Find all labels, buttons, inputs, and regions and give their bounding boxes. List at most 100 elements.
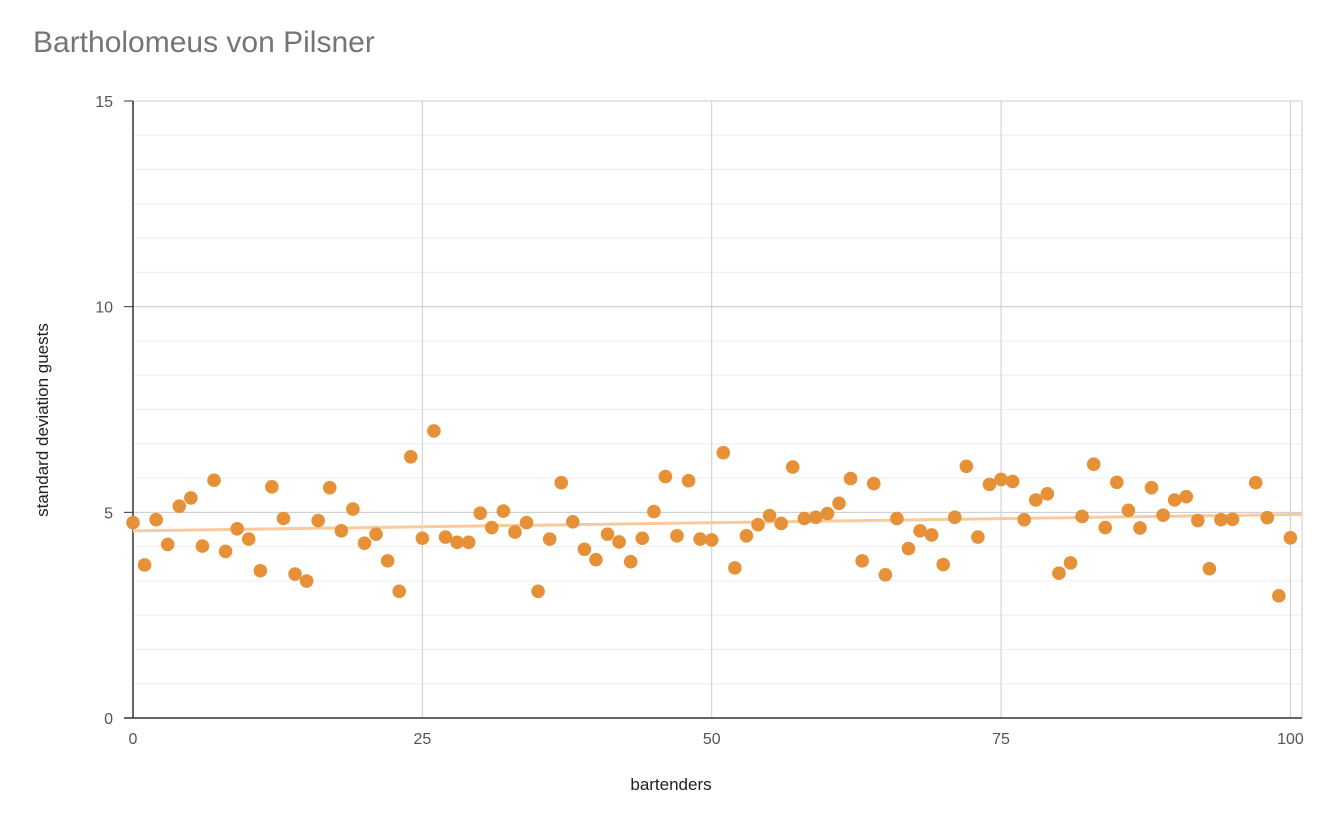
data-point: [1260, 510, 1275, 525]
data-point: [519, 515, 534, 530]
data-point: [728, 561, 742, 575]
data-point: [647, 504, 661, 519]
data-point: [1179, 489, 1194, 504]
y-tick-label: 15: [95, 94, 113, 111]
data-point: [403, 450, 418, 464]
x-tick-label: 75: [992, 731, 1010, 748]
x-tick-label: 50: [703, 731, 721, 748]
data-point: [704, 533, 719, 547]
data-point: [230, 521, 244, 536]
chart-title: Bartholomeus von Pilsner: [33, 26, 375, 59]
data-point: [913, 524, 927, 538]
data-point: [1121, 503, 1136, 518]
data-point: [1214, 512, 1228, 527]
data-point: [508, 525, 522, 539]
data-point: [322, 480, 337, 495]
data-point: [1248, 475, 1263, 490]
data-point: [739, 528, 754, 543]
data-point: [971, 530, 985, 544]
data-point: [1028, 493, 1043, 507]
data-point: [288, 567, 302, 581]
data-point: [612, 535, 626, 549]
trendline: [132, 512, 1303, 533]
data-point: [1133, 521, 1147, 535]
data-point: [473, 506, 488, 520]
data-point: [1272, 589, 1286, 603]
data-point: [1167, 493, 1182, 507]
data-point: [195, 539, 210, 553]
x-tick-label: 25: [413, 731, 431, 748]
data-point: [241, 532, 256, 546]
data-point: [149, 512, 163, 527]
data-point: [947, 510, 962, 525]
data-point: [658, 469, 673, 484]
data-point: [253, 563, 268, 578]
data-point: [820, 506, 835, 521]
data-point: [1110, 475, 1124, 490]
data-point: [1052, 566, 1066, 581]
data-point: [670, 528, 684, 543]
axes: [124, 100, 1302, 719]
y-tick-label: 5: [104, 505, 113, 522]
data-point: [890, 511, 904, 526]
data-point: [577, 542, 592, 557]
data-point: [878, 568, 893, 582]
data-point: [1202, 561, 1217, 576]
data-point: [1225, 512, 1240, 527]
data-point: [485, 520, 499, 535]
data-point: [542, 532, 557, 546]
grid-lines: [133, 100, 1303, 719]
data-point: [299, 574, 314, 588]
x-axis-title: bartenders: [630, 775, 712, 794]
data-point: [276, 511, 291, 526]
data-point: [554, 475, 569, 490]
data-points: [126, 424, 1298, 603]
data-point: [461, 535, 476, 550]
data-point: [693, 532, 707, 546]
data-point: [1086, 457, 1101, 472]
data-point: [566, 514, 580, 529]
data-point: [866, 476, 881, 491]
data-point: [184, 491, 198, 505]
data-point: [334, 524, 349, 538]
data-point: [901, 541, 916, 556]
data-point: [600, 527, 615, 541]
data-point: [450, 535, 464, 550]
data-point: [1144, 480, 1159, 495]
data-point: [346, 502, 360, 516]
data-point: [160, 537, 175, 552]
data-point: [1191, 513, 1205, 528]
data-point: [126, 515, 140, 530]
data-point: [681, 473, 696, 488]
data-point: [415, 531, 430, 546]
data-point: [137, 558, 152, 572]
trendline-group: [132, 512, 1303, 533]
data-point: [392, 584, 407, 599]
data-point: [1040, 487, 1055, 501]
data-point: [716, 445, 731, 460]
data-point: [924, 528, 939, 542]
data-point: [936, 557, 950, 572]
x-tick-label: 100: [1277, 731, 1304, 748]
x-tick-label: 0: [129, 731, 138, 748]
data-point: [959, 459, 974, 474]
data-point: [357, 536, 372, 550]
data-point: [218, 544, 233, 559]
data-point: [438, 530, 453, 544]
data-point: [994, 472, 1008, 487]
data-point: [762, 508, 777, 523]
data-point: [809, 510, 823, 525]
data-point: [832, 496, 846, 511]
data-point: [855, 554, 869, 568]
data-point: [785, 460, 800, 474]
data-point: [751, 517, 765, 532]
data-point: [1017, 512, 1032, 527]
data-point: [1075, 509, 1089, 524]
data-point: [1283, 531, 1298, 545]
data-point: [265, 480, 279, 494]
data-point: [1063, 556, 1078, 570]
data-point: [843, 471, 858, 486]
y-tick-label: 0: [104, 711, 113, 728]
data-point: [207, 473, 221, 488]
